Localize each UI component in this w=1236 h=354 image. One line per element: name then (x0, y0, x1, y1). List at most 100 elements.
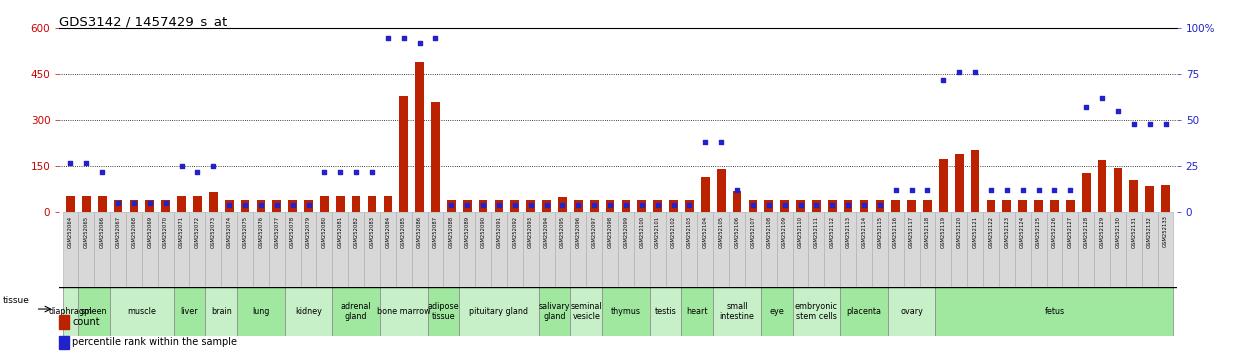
Bar (444, 212, 460, 290)
Text: fetus: fetus (1044, 307, 1064, 316)
Text: GSM252098: GSM252098 (608, 216, 613, 248)
Bar (887, 212, 904, 290)
Point (520, 202, 540, 208)
Bar (1018, 200, 1027, 212)
Bar (622, 200, 630, 212)
Text: ovary: ovary (900, 307, 923, 316)
Bar (891, 200, 900, 212)
Text: GSM252094: GSM252094 (544, 216, 549, 248)
Bar (570, 212, 586, 290)
Bar (507, 212, 523, 290)
Text: GSM252129: GSM252129 (1100, 216, 1105, 248)
Text: spleen: spleen (82, 307, 108, 316)
Bar (955, 154, 964, 212)
Text: GSM252111: GSM252111 (813, 216, 819, 248)
Text: GSM252119: GSM252119 (941, 216, 946, 248)
Text: adrenal
gland: adrenal gland (341, 302, 372, 321)
Bar (539, 287, 570, 336)
Text: GSM252069: GSM252069 (147, 216, 152, 248)
Bar (205, 212, 221, 290)
Text: GSM252128: GSM252128 (1084, 216, 1089, 248)
Text: muscle: muscle (127, 307, 156, 316)
Text: GSM252092: GSM252092 (513, 216, 518, 248)
Bar (253, 212, 269, 290)
Text: GSM252110: GSM252110 (798, 216, 803, 248)
Bar (478, 200, 487, 212)
Text: eye: eye (769, 307, 784, 316)
Bar (904, 212, 920, 290)
Bar (792, 212, 808, 290)
Bar (824, 212, 840, 290)
Bar (1082, 172, 1090, 212)
Bar (1158, 212, 1173, 290)
Bar (527, 200, 535, 212)
Bar (666, 212, 681, 290)
Point (569, 202, 588, 208)
Bar (415, 62, 424, 212)
Bar (1031, 212, 1047, 290)
Point (299, 202, 319, 208)
Bar (142, 212, 158, 290)
Point (1124, 121, 1143, 127)
Point (632, 202, 651, 208)
Bar (559, 197, 567, 212)
Text: percentile rank within the sample: percentile rank within the sample (72, 337, 237, 348)
Point (1140, 121, 1159, 127)
Bar (1002, 200, 1011, 212)
Bar (685, 200, 693, 212)
Text: GSM252082: GSM252082 (353, 216, 358, 248)
Text: GSM252079: GSM252079 (307, 216, 311, 248)
Text: GSM252130: GSM252130 (1115, 216, 1121, 247)
Point (1012, 188, 1032, 193)
Bar (98, 195, 106, 212)
Bar (650, 212, 666, 290)
Text: GSM252100: GSM252100 (639, 216, 644, 248)
Point (346, 169, 366, 175)
Bar (792, 287, 840, 336)
Point (585, 202, 604, 208)
Text: GSM252097: GSM252097 (592, 216, 597, 248)
Bar (669, 200, 677, 212)
Bar (63, 287, 78, 336)
Point (711, 139, 730, 145)
Bar (523, 212, 539, 290)
Text: embryonic
stem cells: embryonic stem cells (795, 302, 838, 321)
Bar (780, 200, 789, 212)
Text: GSM252067: GSM252067 (115, 216, 121, 248)
Bar (320, 195, 329, 212)
Text: GSM252077: GSM252077 (274, 216, 279, 248)
Point (188, 169, 208, 175)
Bar (602, 287, 650, 336)
Point (251, 202, 271, 208)
Bar (857, 212, 871, 290)
Bar (1146, 186, 1154, 212)
Text: GSM252089: GSM252089 (465, 216, 470, 248)
Point (1044, 188, 1064, 193)
Bar (114, 200, 122, 212)
Bar (130, 200, 138, 212)
Bar (713, 212, 729, 290)
Bar (733, 191, 742, 212)
Text: small
intestine: small intestine (719, 302, 754, 321)
Bar (681, 212, 697, 290)
Text: adipose
tissue: adipose tissue (428, 302, 460, 321)
Bar (284, 212, 300, 290)
Text: GSM252083: GSM252083 (370, 216, 375, 247)
Text: GSM252084: GSM252084 (386, 216, 391, 248)
Text: GSM252075: GSM252075 (242, 216, 247, 248)
Text: GSM252071: GSM252071 (179, 216, 184, 248)
Text: GSM252072: GSM252072 (195, 216, 200, 248)
Point (204, 164, 224, 169)
Bar (475, 212, 491, 290)
Bar (66, 195, 75, 212)
Text: GSM252116: GSM252116 (894, 216, 899, 248)
Bar (574, 200, 582, 212)
Point (981, 188, 1001, 193)
Bar (1110, 212, 1126, 290)
Bar (761, 287, 792, 336)
Bar (110, 212, 126, 290)
Bar (78, 212, 94, 290)
Bar (412, 212, 428, 290)
Point (61, 160, 80, 166)
Text: GSM252064: GSM252064 (68, 216, 73, 248)
